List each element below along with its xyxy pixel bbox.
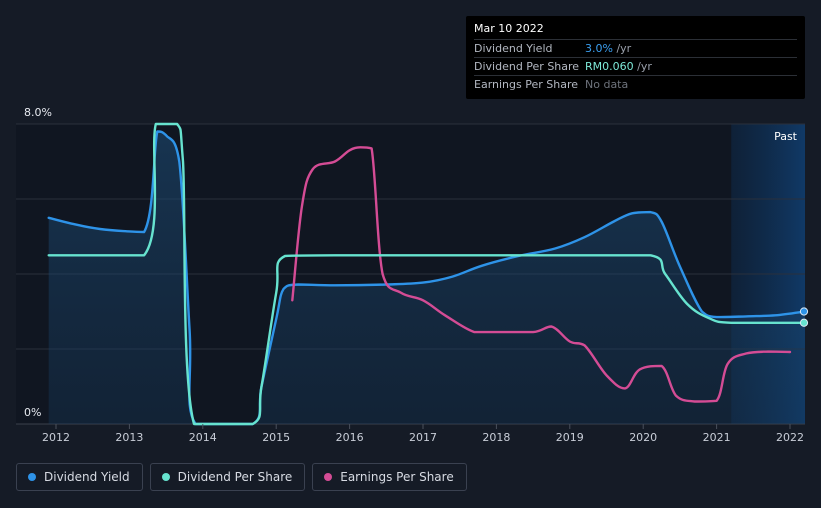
earnings-per-share-line — [291, 146, 792, 403]
x-tick-label: 2013 — [115, 431, 143, 444]
dividend-yield-area — [48, 131, 805, 424]
x-tick-label: 2022 — [776, 431, 804, 444]
x-tick-label: 2019 — [556, 431, 584, 444]
tooltip-label: Dividend Yield — [474, 42, 553, 55]
tooltip-label: Earnings Per Share — [474, 78, 579, 91]
tooltip-row-dividend-per-share: Dividend Per Share RM0.060 /yr — [474, 57, 797, 75]
y-min-label: 0% — [24, 406, 41, 419]
tooltip-row-dividend-yield: Dividend Yield 3.0% /yr — [474, 39, 797, 57]
series-layer — [47, 122, 809, 426]
tooltip-number: RM0.060 — [585, 60, 634, 73]
tooltip-value: RM0.060 /yr — [585, 60, 652, 73]
x-tick-label: 2014 — [189, 431, 217, 444]
tooltip: Mar 10 2022 Dividend Yield 3.0% /yr Divi… — [466, 16, 805, 99]
dividend-yield-end-marker — [799, 307, 809, 316]
x-tick-label: 2018 — [482, 431, 510, 444]
legend-dot-icon — [161, 473, 170, 481]
legend-item-earnings-per-share[interactable]: Earnings Per Share — [312, 463, 467, 491]
legend-label: Dividend Yield — [44, 470, 130, 484]
legend-label: Earnings Per Share — [340, 470, 454, 484]
y-max-label: 8.0% — [24, 106, 52, 119]
tooltip-number: No data — [585, 78, 629, 91]
x-tick-label: 2015 — [262, 431, 290, 444]
tooltip-date: Mar 10 2022 — [474, 22, 544, 35]
x-tick-label: 2012 — [42, 431, 70, 444]
x-tick-label: 2017 — [409, 431, 437, 444]
dividend-per-share-end-marker — [799, 318, 809, 327]
x-tick-label: 2020 — [629, 431, 657, 444]
tooltip-unit: /yr — [612, 42, 632, 55]
tooltip-row-earnings-per-share: Earnings Per Share No data — [474, 75, 797, 93]
x-tick-label: 2016 — [336, 431, 364, 444]
tooltip-number: 3.0% — [585, 42, 613, 55]
past-label: Past — [774, 130, 798, 143]
x-tick-label: 2021 — [703, 431, 731, 444]
tooltip-label: Dividend Per Share — [474, 60, 580, 73]
x-axis-ticks: 2012 2013 2014 2015 2016 2017 2018 2019 2020 2021… — [42, 424, 804, 444]
tooltip-unit: /yr — [633, 60, 652, 73]
legend-dot-icon — [28, 473, 36, 481]
legend-label: Dividend Per Share — [177, 470, 293, 484]
legend-item-dividend-per-share[interactable]: Dividend Per Share — [149, 463, 306, 491]
tooltip-value: 3.0% /yr — [585, 42, 631, 55]
tooltip-value: No data — [585, 78, 628, 91]
legend-dot-icon — [324, 473, 333, 481]
legend: Dividend Yield Dividend Per Share Earnin… — [16, 463, 467, 491]
dividend-per-share-line — [47, 122, 806, 426]
legend-item-dividend-yield[interactable]: Dividend Yield — [16, 463, 143, 491]
